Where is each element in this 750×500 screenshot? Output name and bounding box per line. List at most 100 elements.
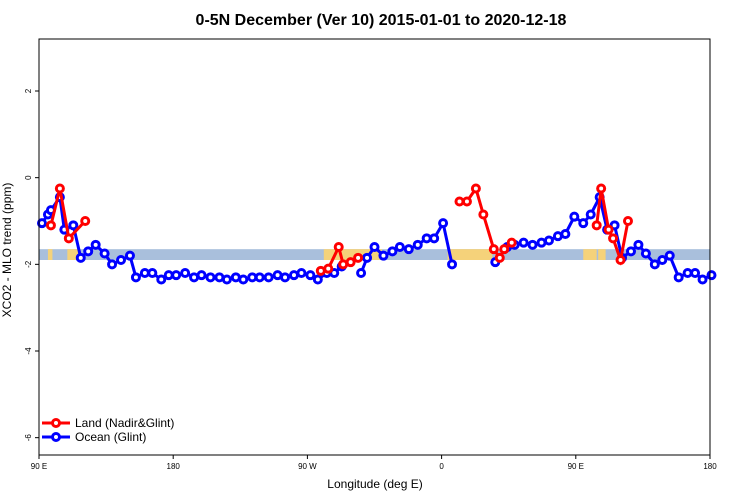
data-point: [272, 270, 283, 281]
data-point: [305, 270, 316, 281]
series-land: [45, 183, 633, 276]
data-point: [543, 235, 554, 246]
series-line: [49, 188, 87, 242]
data-point: [697, 274, 708, 285]
data-point: [518, 237, 529, 248]
legend-label: Land (Nadir&Glint): [75, 416, 174, 430]
data-point: [615, 255, 626, 265]
data-point: [488, 244, 499, 255]
data-point: [353, 252, 364, 263]
data-point: [288, 270, 299, 281]
x-tick-label: 90 E: [568, 462, 584, 471]
reference-band-layer: [39, 249, 710, 260]
data-point: [706, 270, 717, 281]
series-line: [40, 193, 343, 282]
y-axis: 2 0 -2 -4 -6: [24, 88, 39, 441]
data-point: [378, 250, 389, 261]
y-tick-label: 0: [24, 175, 33, 180]
data-point: [470, 183, 481, 194]
data-point: [421, 233, 432, 244]
data-point: [139, 268, 150, 278]
data-point: [83, 246, 94, 257]
data-point: [447, 259, 458, 270]
band-highlight: [323, 249, 382, 260]
data-point: [280, 272, 291, 283]
data-point: [438, 218, 449, 229]
data-point: [387, 246, 398, 257]
data-point: [569, 211, 580, 222]
data-point: [560, 229, 571, 239]
data-point: [412, 239, 423, 250]
y-tick-label: -6: [24, 434, 33, 442]
data-point: [454, 196, 465, 207]
data-point: [54, 183, 65, 194]
data-point: [633, 239, 644, 250]
data-point: [622, 216, 633, 226]
data-point: [147, 268, 158, 278]
data-point: [403, 244, 414, 255]
x-tick-label: 180: [167, 462, 181, 471]
data-point: [163, 270, 174, 281]
series-layer: [36, 183, 717, 285]
x-tick-label: 90 E: [31, 462, 47, 471]
y-tick-label: -2: [24, 260, 33, 268]
band-highlight: [47, 249, 53, 260]
data-point: [603, 224, 614, 235]
data-point: [506, 237, 517, 248]
data-point: [664, 250, 675, 261]
data-point: [312, 274, 323, 285]
data-point: [673, 272, 684, 283]
data-point: [130, 272, 141, 283]
data-point: [189, 272, 200, 283]
data-point: [254, 272, 265, 283]
data-point: [640, 248, 651, 259]
data-point: [578, 218, 589, 229]
data-point: [333, 242, 344, 252]
data-point: [608, 233, 619, 244]
data-point: [196, 270, 207, 281]
legend: Land (Nadir&Glint)Ocean (Glint): [42, 416, 174, 444]
x-axis-label: Longitude (deg E): [327, 477, 422, 491]
data-point: [394, 242, 405, 252]
data-point: [68, 220, 79, 231]
data-point: [99, 248, 110, 259]
data-point: [214, 272, 225, 283]
data-point: [221, 274, 232, 285]
data-point: [527, 239, 538, 250]
data-point: [75, 252, 86, 263]
data-point: [238, 274, 249, 285]
data-point: [591, 220, 602, 231]
data-point: [80, 216, 91, 226]
band-highlight: [598, 249, 606, 260]
data-point: [536, 237, 547, 248]
data-point: [649, 259, 660, 270]
y-tick-label: 2: [24, 88, 33, 93]
data-point: [171, 270, 182, 281]
chart-title: 0-5N December (Ver 10) 2015-01-01 to 202…: [196, 12, 567, 29]
data-point: [247, 272, 258, 283]
plot-frame: [38, 38, 711, 456]
data-point: [461, 196, 472, 207]
data-point: [263, 272, 274, 283]
x-axis: 90 E 180 90 W 0 90 E 180: [31, 455, 717, 471]
legend-item-land: Land (Nadir&Glint): [42, 416, 174, 430]
data-point: [690, 268, 701, 278]
series-ocean: [36, 192, 717, 285]
legend-item-ocean: Ocean (Glint): [42, 430, 146, 444]
data-point: [552, 231, 563, 242]
data-point: [45, 220, 56, 231]
data-point: [478, 209, 489, 220]
data-point: [625, 246, 636, 257]
data-point: [657, 255, 668, 265]
legend-marker: [51, 418, 61, 428]
data-point: [356, 268, 367, 278]
x-tick-label: 90 W: [298, 462, 317, 471]
y-tick-label: -4: [24, 347, 33, 355]
band-highlight: [447, 249, 493, 260]
y-axis-label: XCO2 - MLO trend (ppm): [0, 183, 14, 318]
data-point: [90, 239, 101, 250]
data-point: [362, 252, 373, 263]
data-point: [36, 218, 47, 229]
data-point: [338, 259, 349, 270]
